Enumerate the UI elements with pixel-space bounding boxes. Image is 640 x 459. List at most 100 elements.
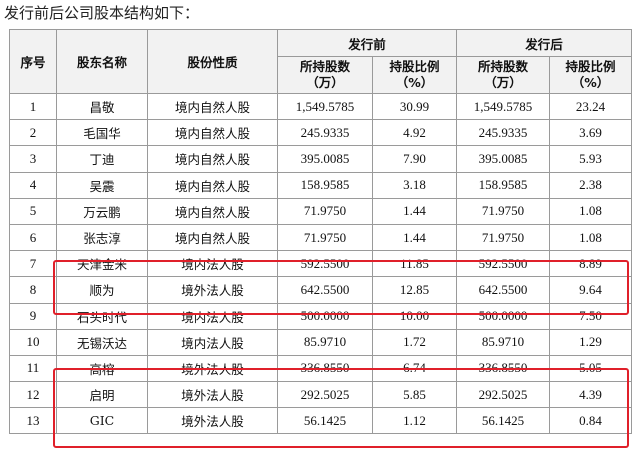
cell-shareholder-name: 顺为 — [56, 276, 148, 304]
cell-before-shares: 158.9585 — [277, 171, 373, 199]
cell-after-shares: 85.9710 — [456, 328, 551, 356]
table-row: 13 GIC 境外法人股 56.1425 1.12 56.1425 0.84 — [9, 407, 633, 435]
cell-index: 6 — [9, 223, 57, 252]
cell-index: 5 — [9, 197, 57, 225]
cell-after-shares: 158.9585 — [456, 171, 551, 199]
cell-shareholder-name: 天津金米 — [56, 250, 148, 278]
cell-share-nature: 境内法人股 — [147, 328, 278, 356]
table-row: 8 顺为 境外法人股 642.5500 12.85 642.5500 9.64 — [9, 276, 633, 304]
cell-before-shares: 592.5500 — [277, 250, 373, 278]
cell-after-ratio: 8.89 — [549, 250, 633, 278]
cell-after-ratio: 5.93 — [549, 145, 633, 173]
header-shareholder-name: 股东名称 — [56, 29, 148, 94]
intro-text: 发行前后公司股本结构如下： — [4, 4, 200, 22]
cell-before-shares: 500.0000 — [277, 302, 373, 330]
header-share-nature: 股份性质 — [147, 29, 278, 94]
table-row: 1 昌敬 境内自然人股 1,549.5785 30.99 1,549.5785 23.24 — [9, 92, 633, 121]
cell-share-nature: 境外法人股 — [147, 407, 278, 435]
header-ratio-line2: （%） — [571, 75, 610, 90]
cell-after-ratio: 9.64 — [549, 276, 633, 304]
cell-before-ratio: 1.44 — [371, 223, 458, 252]
cell-before-ratio: 1.44 — [371, 197, 458, 225]
cell-index: 2 — [9, 119, 57, 147]
cell-before-shares: 395.0085 — [277, 145, 373, 173]
cell-after-ratio: 23.24 — [549, 92, 633, 121]
cell-index: 1 — [9, 92, 57, 121]
cell-after-ratio: 1.29 — [549, 328, 633, 356]
table-row: 11 高榕 境外法人股 336.8550 6.74 336.8550 5.05 — [9, 354, 633, 383]
cell-after-ratio: 1.08 — [549, 197, 633, 225]
table-row: 5 万云鹏 境内自然人股 71.9750 1.44 71.9750 1.08 — [9, 197, 633, 225]
header-after-shares: 所持股数 （万） — [456, 56, 551, 94]
cell-before-shares: 245.9335 — [277, 119, 373, 147]
table-row: 9 石头时代 境内法人股 500.0000 10.00 500.0000 7.50 — [9, 302, 633, 330]
cell-index: 3 — [9, 145, 57, 173]
cell-before-ratio: 12.85 — [371, 276, 458, 304]
header-row-top: 序号 股东名称 股份性质 发行前 发行后 — [9, 29, 633, 94]
cell-share-nature: 境内法人股 — [147, 302, 278, 330]
cell-after-shares: 56.1425 — [456, 407, 551, 435]
cell-after-ratio: 5.05 — [549, 354, 633, 383]
cell-index: 11 — [9, 354, 57, 383]
header-after-issuance: 发行后 — [456, 29, 633, 57]
cell-before-ratio: 4.92 — [371, 119, 458, 147]
cell-shareholder-name: 昌敬 — [56, 92, 148, 121]
cell-before-ratio: 7.90 — [371, 145, 458, 173]
cell-shareholder-name: GIC — [56, 407, 148, 435]
cell-share-nature: 境内自然人股 — [147, 197, 278, 225]
table-row: 2 毛国华 境内自然人股 245.9335 4.92 245.9335 3.69 — [9, 119, 633, 147]
cell-before-shares: 336.8550 — [277, 354, 373, 383]
header-shares-line2: （万） — [306, 75, 344, 90]
cell-shareholder-name: 启明 — [56, 381, 148, 409]
cell-after-ratio: 7.50 — [549, 302, 633, 330]
header-shares-line1: 所持股数 — [478, 59, 529, 74]
table-row: 3 丁迪 境内自然人股 395.0085 7.90 395.0085 5.93 — [9, 145, 633, 173]
cell-shareholder-name: 石头时代 — [56, 302, 148, 330]
cell-index: 8 — [9, 276, 57, 304]
table-row: 7 天津金米 境内法人股 592.5500 11.85 592.5500 8.89 — [9, 250, 633, 278]
cell-index: 12 — [9, 381, 57, 409]
cell-after-ratio: 2.38 — [549, 171, 633, 199]
header-before-ratio: 持股比例 （%） — [371, 56, 458, 94]
header-index: 序号 — [9, 29, 57, 94]
cell-shareholder-name: 高榕 — [56, 354, 148, 383]
cell-shareholder-name: 吴震 — [56, 171, 148, 199]
cell-after-shares: 500.0000 — [456, 302, 551, 330]
cell-before-ratio: 1.12 — [371, 407, 458, 435]
cell-before-ratio: 10.00 — [371, 302, 458, 330]
cell-before-shares: 1,549.5785 — [277, 92, 373, 121]
header-ratio-line1: 持股比例 — [389, 59, 440, 74]
cell-share-nature: 境外法人股 — [147, 276, 278, 304]
cell-before-ratio: 3.18 — [371, 171, 458, 199]
cell-after-shares: 336.8550 — [456, 354, 551, 383]
cell-before-ratio: 5.85 — [371, 381, 458, 409]
cell-before-shares: 71.9750 — [277, 223, 373, 252]
header-shares-line1: 所持股数 — [299, 59, 350, 74]
cell-shareholder-name: 毛国华 — [56, 119, 148, 147]
cell-shareholder-name: 无锡沃达 — [56, 328, 148, 356]
header-ratio-line1: 持股比例 — [565, 59, 616, 74]
cell-after-shares: 245.9335 — [456, 119, 551, 147]
cell-shareholder-name: 张志淳 — [56, 223, 148, 252]
cell-shareholder-name: 万云鹏 — [56, 197, 148, 225]
header-after-ratio: 持股比例 （%） — [549, 56, 633, 94]
share-structure-table: 序号 股东名称 股份性质 发行前 发行后 所持股数 （万） 持股比例 （%） 所… — [9, 29, 633, 435]
cell-after-shares: 71.9750 — [456, 223, 551, 252]
cell-before-shares: 56.1425 — [277, 407, 373, 435]
header-shares-line2: （万） — [484, 75, 522, 90]
cell-before-ratio: 30.99 — [371, 92, 458, 121]
cell-after-ratio: 4.39 — [549, 381, 633, 409]
cell-after-shares: 1,549.5785 — [456, 92, 551, 121]
cell-before-ratio: 1.72 — [371, 328, 458, 356]
cell-share-nature: 境外法人股 — [147, 381, 278, 409]
cell-before-ratio: 11.85 — [371, 250, 458, 278]
cell-after-ratio: 1.08 — [549, 223, 633, 252]
header-before-issuance: 发行前 — [276, 29, 458, 57]
cell-after-shares: 642.5500 — [456, 276, 551, 304]
cell-index: 4 — [9, 171, 57, 199]
table-row: 10 无锡沃达 境内法人股 85.9710 1.72 85.9710 1.29 — [9, 328, 633, 356]
header-row-sub: 所持股数 （万） 持股比例 （%） 所持股数 （万） 持股比例 （%） — [10, 56, 633, 94]
cell-share-nature: 境内自然人股 — [147, 119, 278, 147]
cell-share-nature: 境内自然人股 — [147, 223, 278, 252]
cell-share-nature: 境内法人股 — [147, 250, 278, 278]
